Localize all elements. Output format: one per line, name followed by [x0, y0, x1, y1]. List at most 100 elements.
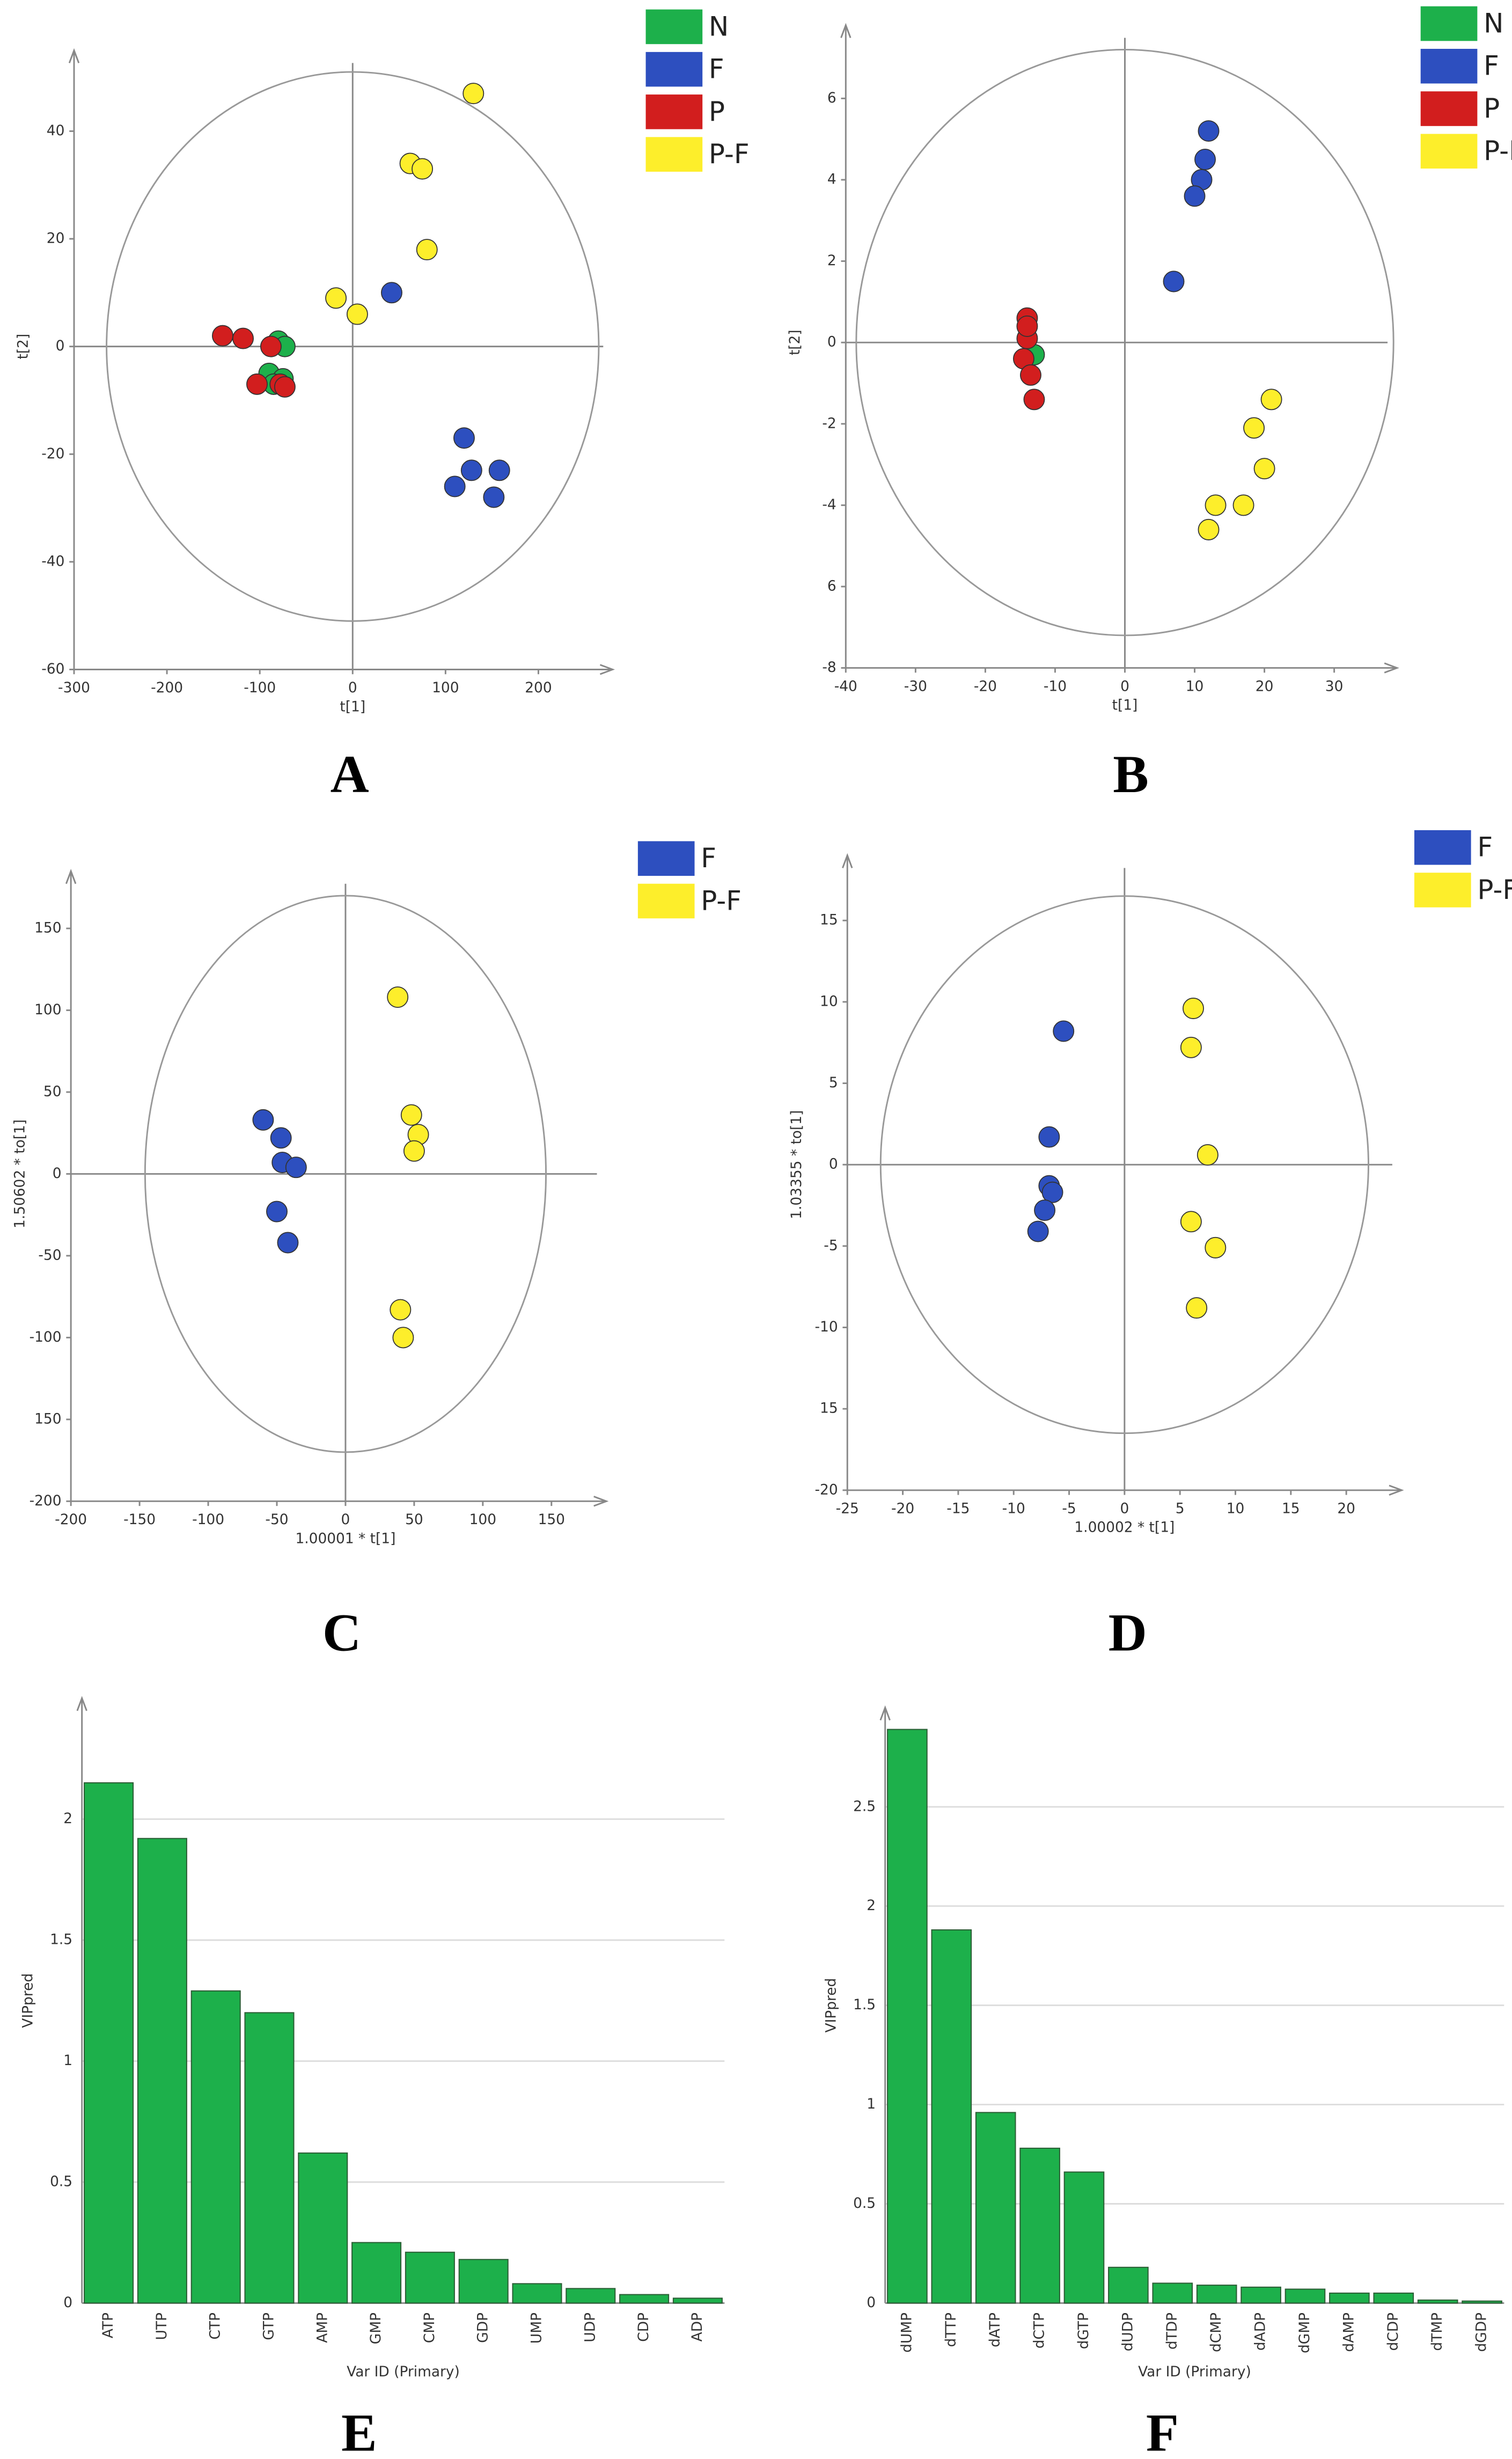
point	[392, 1327, 414, 1349]
bar	[1152, 2282, 1193, 2304]
legend-label: F	[1484, 50, 1499, 82]
y-tick-label: 1	[63, 2052, 72, 2069]
x-tick-label: 10	[1227, 1501, 1245, 1517]
x-tick-label: ATP	[100, 2312, 116, 2338]
x-tick-label: 0	[348, 679, 357, 696]
legend-swatch	[1420, 91, 1478, 126]
x-axis-title: Var ID (Primary)	[347, 2363, 460, 2380]
axis-arrow	[76, 1696, 87, 1711]
point	[1205, 494, 1227, 516]
x-tick-label: UDP	[582, 2312, 598, 2343]
y-tick-label: 0.5	[853, 2195, 876, 2212]
x-tick-label: GDP	[475, 2312, 491, 2343]
point	[483, 486, 505, 508]
panel-label: D	[1109, 1603, 1147, 1663]
legend-label: F	[701, 843, 716, 874]
y-axis-title: VIPpred	[19, 1973, 36, 2028]
legend-label: P	[1484, 93, 1500, 124]
y-tick-label: 0	[829, 1156, 838, 1173]
point	[346, 303, 368, 325]
x-tick-label: -300	[58, 679, 90, 696]
x-tick-label: UTP	[153, 2312, 170, 2340]
point	[270, 1127, 292, 1149]
axis-arrow	[599, 664, 615, 675]
y-tick-label: 2	[867, 1897, 876, 1914]
legend-swatch	[637, 841, 695, 876]
x-tick-label: AMP	[314, 2312, 331, 2343]
legend-label: N	[709, 11, 729, 42]
point	[453, 427, 475, 449]
axis-arrow	[879, 1705, 891, 1721]
x-tick-label: CDP	[635, 2312, 652, 2342]
point	[274, 376, 296, 398]
legend-swatch	[1420, 48, 1478, 84]
bar	[1063, 2171, 1105, 2304]
x-axis-title: Var ID (Primary)	[1138, 2363, 1251, 2380]
y-axis-title: VIPpred	[823, 1978, 839, 2033]
confidence-ellipse	[106, 71, 600, 622]
y-tick-label: 0	[56, 338, 65, 354]
y-tick-label: 20	[47, 230, 65, 247]
point	[412, 158, 434, 180]
point	[1232, 494, 1254, 516]
y-tick-label: 0	[63, 2294, 72, 2311]
bar	[244, 2012, 295, 2304]
point	[1183, 998, 1204, 1019]
bar	[1462, 2300, 1502, 2304]
bar	[137, 1838, 187, 2304]
point	[403, 1140, 425, 1162]
point	[1253, 458, 1275, 480]
y-tick-label: 40	[47, 122, 65, 139]
x-tick-label: dUDP	[1119, 2312, 1136, 2351]
bar	[512, 2283, 562, 2304]
y-tick-label: 2	[827, 252, 836, 269]
x-tick-label: dTMP	[1429, 2312, 1445, 2351]
legend-label: P-F	[709, 138, 750, 170]
x-tick-label: -20	[974, 678, 997, 694]
x-axis-title: t[1]	[1112, 697, 1138, 714]
legend-label: F	[709, 54, 724, 85]
y-tick-label: 4	[827, 171, 836, 187]
bar	[84, 1782, 134, 2304]
panel-label: F	[1146, 2403, 1179, 2459]
y-tick-label: 6	[827, 577, 836, 594]
point	[1205, 1236, 1227, 1258]
x-tick-label: GMP	[368, 2312, 384, 2344]
x-tick-label: -100	[244, 679, 276, 696]
y-tick-label: 10	[820, 993, 838, 1009]
point	[390, 1299, 412, 1321]
y-tick-label: 0	[53, 1165, 62, 1182]
point	[460, 459, 482, 481]
point	[1016, 315, 1038, 337]
point	[277, 1232, 299, 1254]
point	[246, 373, 268, 395]
x-tick-label: 20	[1256, 678, 1274, 694]
y-tick-label: 15	[820, 1400, 838, 1417]
panel-label: C	[322, 1603, 361, 1663]
x-tick-label: dCDP	[1385, 2312, 1401, 2351]
y-tick-label: -50	[38, 1247, 61, 1263]
point	[1198, 120, 1220, 142]
bar	[1373, 2292, 1414, 2304]
bar	[1241, 2286, 1281, 2304]
point	[1163, 270, 1185, 292]
panel-label: A	[331, 744, 369, 804]
y-axis-title: t[2]	[15, 334, 32, 360]
axis-arrow	[593, 1496, 609, 1507]
bar	[1019, 2147, 1060, 2304]
y-tick-label: 1.5	[853, 1996, 876, 2013]
point	[444, 475, 466, 497]
legend-label: P-F	[701, 885, 742, 916]
bar	[1417, 2299, 1458, 2304]
point	[387, 986, 409, 1008]
point	[266, 1201, 288, 1223]
bar	[975, 2112, 1016, 2304]
point	[1038, 1126, 1060, 1148]
x-tick-label: dTDP	[1164, 2312, 1180, 2350]
legend-label: P-F	[1477, 874, 1512, 905]
x-tick-label: -40	[834, 678, 857, 694]
x-tick-label: -15	[946, 1501, 970, 1517]
y-tick-label: 15	[820, 912, 838, 928]
y-tick-label: -20	[41, 445, 64, 462]
